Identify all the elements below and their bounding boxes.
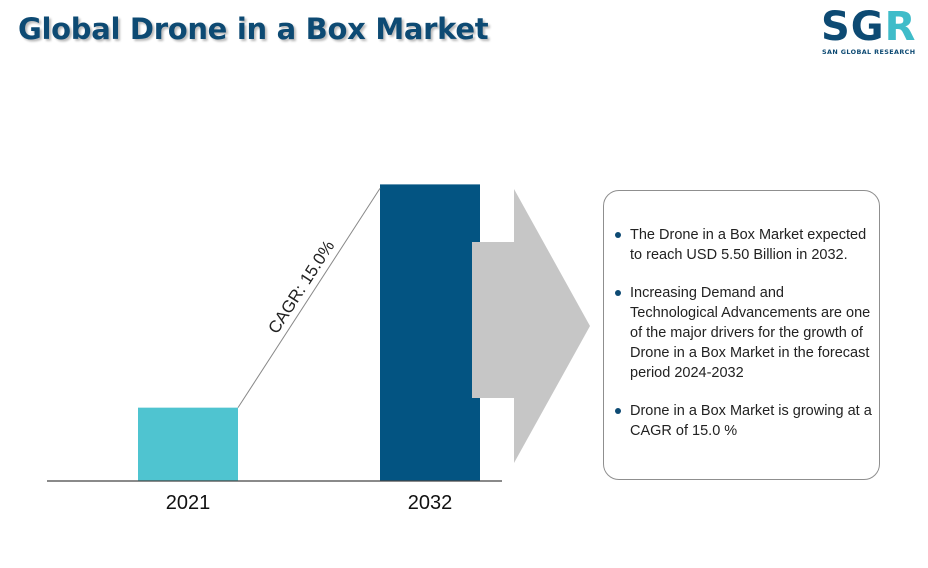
- sgr-logo: SGR SAN GLOBAL RESEARCH: [818, 6, 920, 58]
- info-box: The Drone in a Box Market expected to re…: [603, 190, 880, 480]
- page-title: Global Drone in a Box Market: [18, 12, 489, 46]
- info-point-text: The Drone in a Box Market expected to re…: [630, 227, 867, 263]
- cagr-label-background: [263, 235, 340, 339]
- info-point: The Drone in a Box Market expected to re…: [614, 225, 875, 265]
- logo-subtitle: SAN GLOBAL RESEARCH: [822, 48, 916, 56]
- logo-letters: SGR: [821, 6, 916, 48]
- info-point-text: Drone in a Box Market is growing at a CA…: [630, 403, 872, 439]
- bullet-icon: [615, 408, 621, 414]
- info-point: Drone in a Box Market is growing at a CA…: [614, 401, 875, 441]
- bullet-icon: [615, 290, 621, 296]
- bar-2032: [380, 184, 480, 481]
- cagr-annotation: CAGR: 15.0%: [264, 237, 338, 337]
- cagr-leader-line: [237, 188, 381, 408]
- bars-group: [138, 184, 480, 481]
- bullet-icon: [615, 232, 621, 238]
- info-list: The Drone in a Box Market expected to re…: [614, 225, 875, 441]
- bar-2021: [138, 407, 238, 481]
- info-point-text: Increasing Demand and Technological Adva…: [630, 285, 871, 381]
- x-tick-labels: 2021 2032: [166, 492, 453, 514]
- logo-letters-accent: R: [884, 4, 917, 50]
- x-tick-label: 2021: [166, 492, 211, 514]
- logo-letters-main: SG: [821, 4, 885, 50]
- info-point: Increasing Demand and Technological Adva…: [614, 283, 875, 383]
- chevron-arrow-icon: [472, 189, 590, 463]
- x-tick-label: 2032: [408, 492, 453, 514]
